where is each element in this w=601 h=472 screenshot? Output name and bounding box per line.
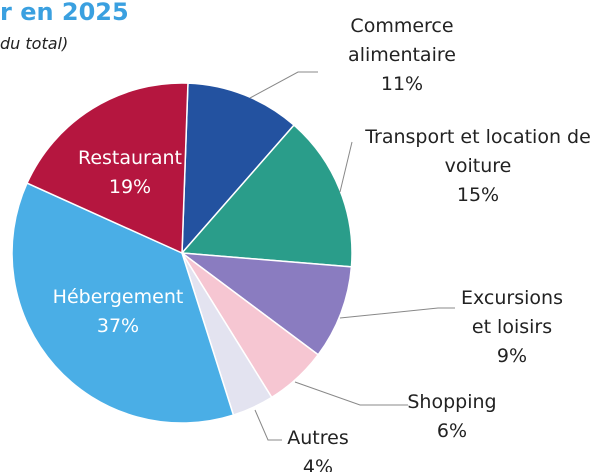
pie-slice: [181, 82, 296, 256]
leader-line: [339, 141, 353, 193]
slice-label: Hébergement: [52, 286, 184, 308]
slice-label: Restaurant: [77, 147, 183, 169]
slice-value: 37%: [96, 315, 140, 337]
leader-line: [339, 307, 455, 319]
slice-value: 19%: [108, 176, 152, 198]
slice-value: 11%: [380, 73, 424, 95]
slice-label: Transport et location de voiture: [365, 126, 591, 177]
slice-value: 9%: [496, 345, 528, 367]
pie-slice: [11, 182, 235, 424]
leader-line: [254, 409, 282, 441]
pie-slice: [180, 124, 353, 268]
leader-line: [294, 381, 408, 406]
chart-title: r en 2025: [0, 0, 129, 26]
chart-subtitle: du total): [0, 34, 69, 53]
pie-slice: [179, 252, 353, 356]
slice-label: Excursions et loisirs: [461, 287, 563, 338]
slice-label: Shopping: [407, 391, 497, 413]
slice-value: 15%: [456, 184, 500, 206]
leader-line: [249, 71, 318, 99]
slice-label: Autres: [287, 427, 349, 449]
slice-value: 4%: [302, 456, 334, 472]
slice-label: Commerce alimentaire: [348, 15, 456, 66]
pie-slice: [26, 82, 189, 255]
slice-value: 6%: [436, 420, 468, 442]
